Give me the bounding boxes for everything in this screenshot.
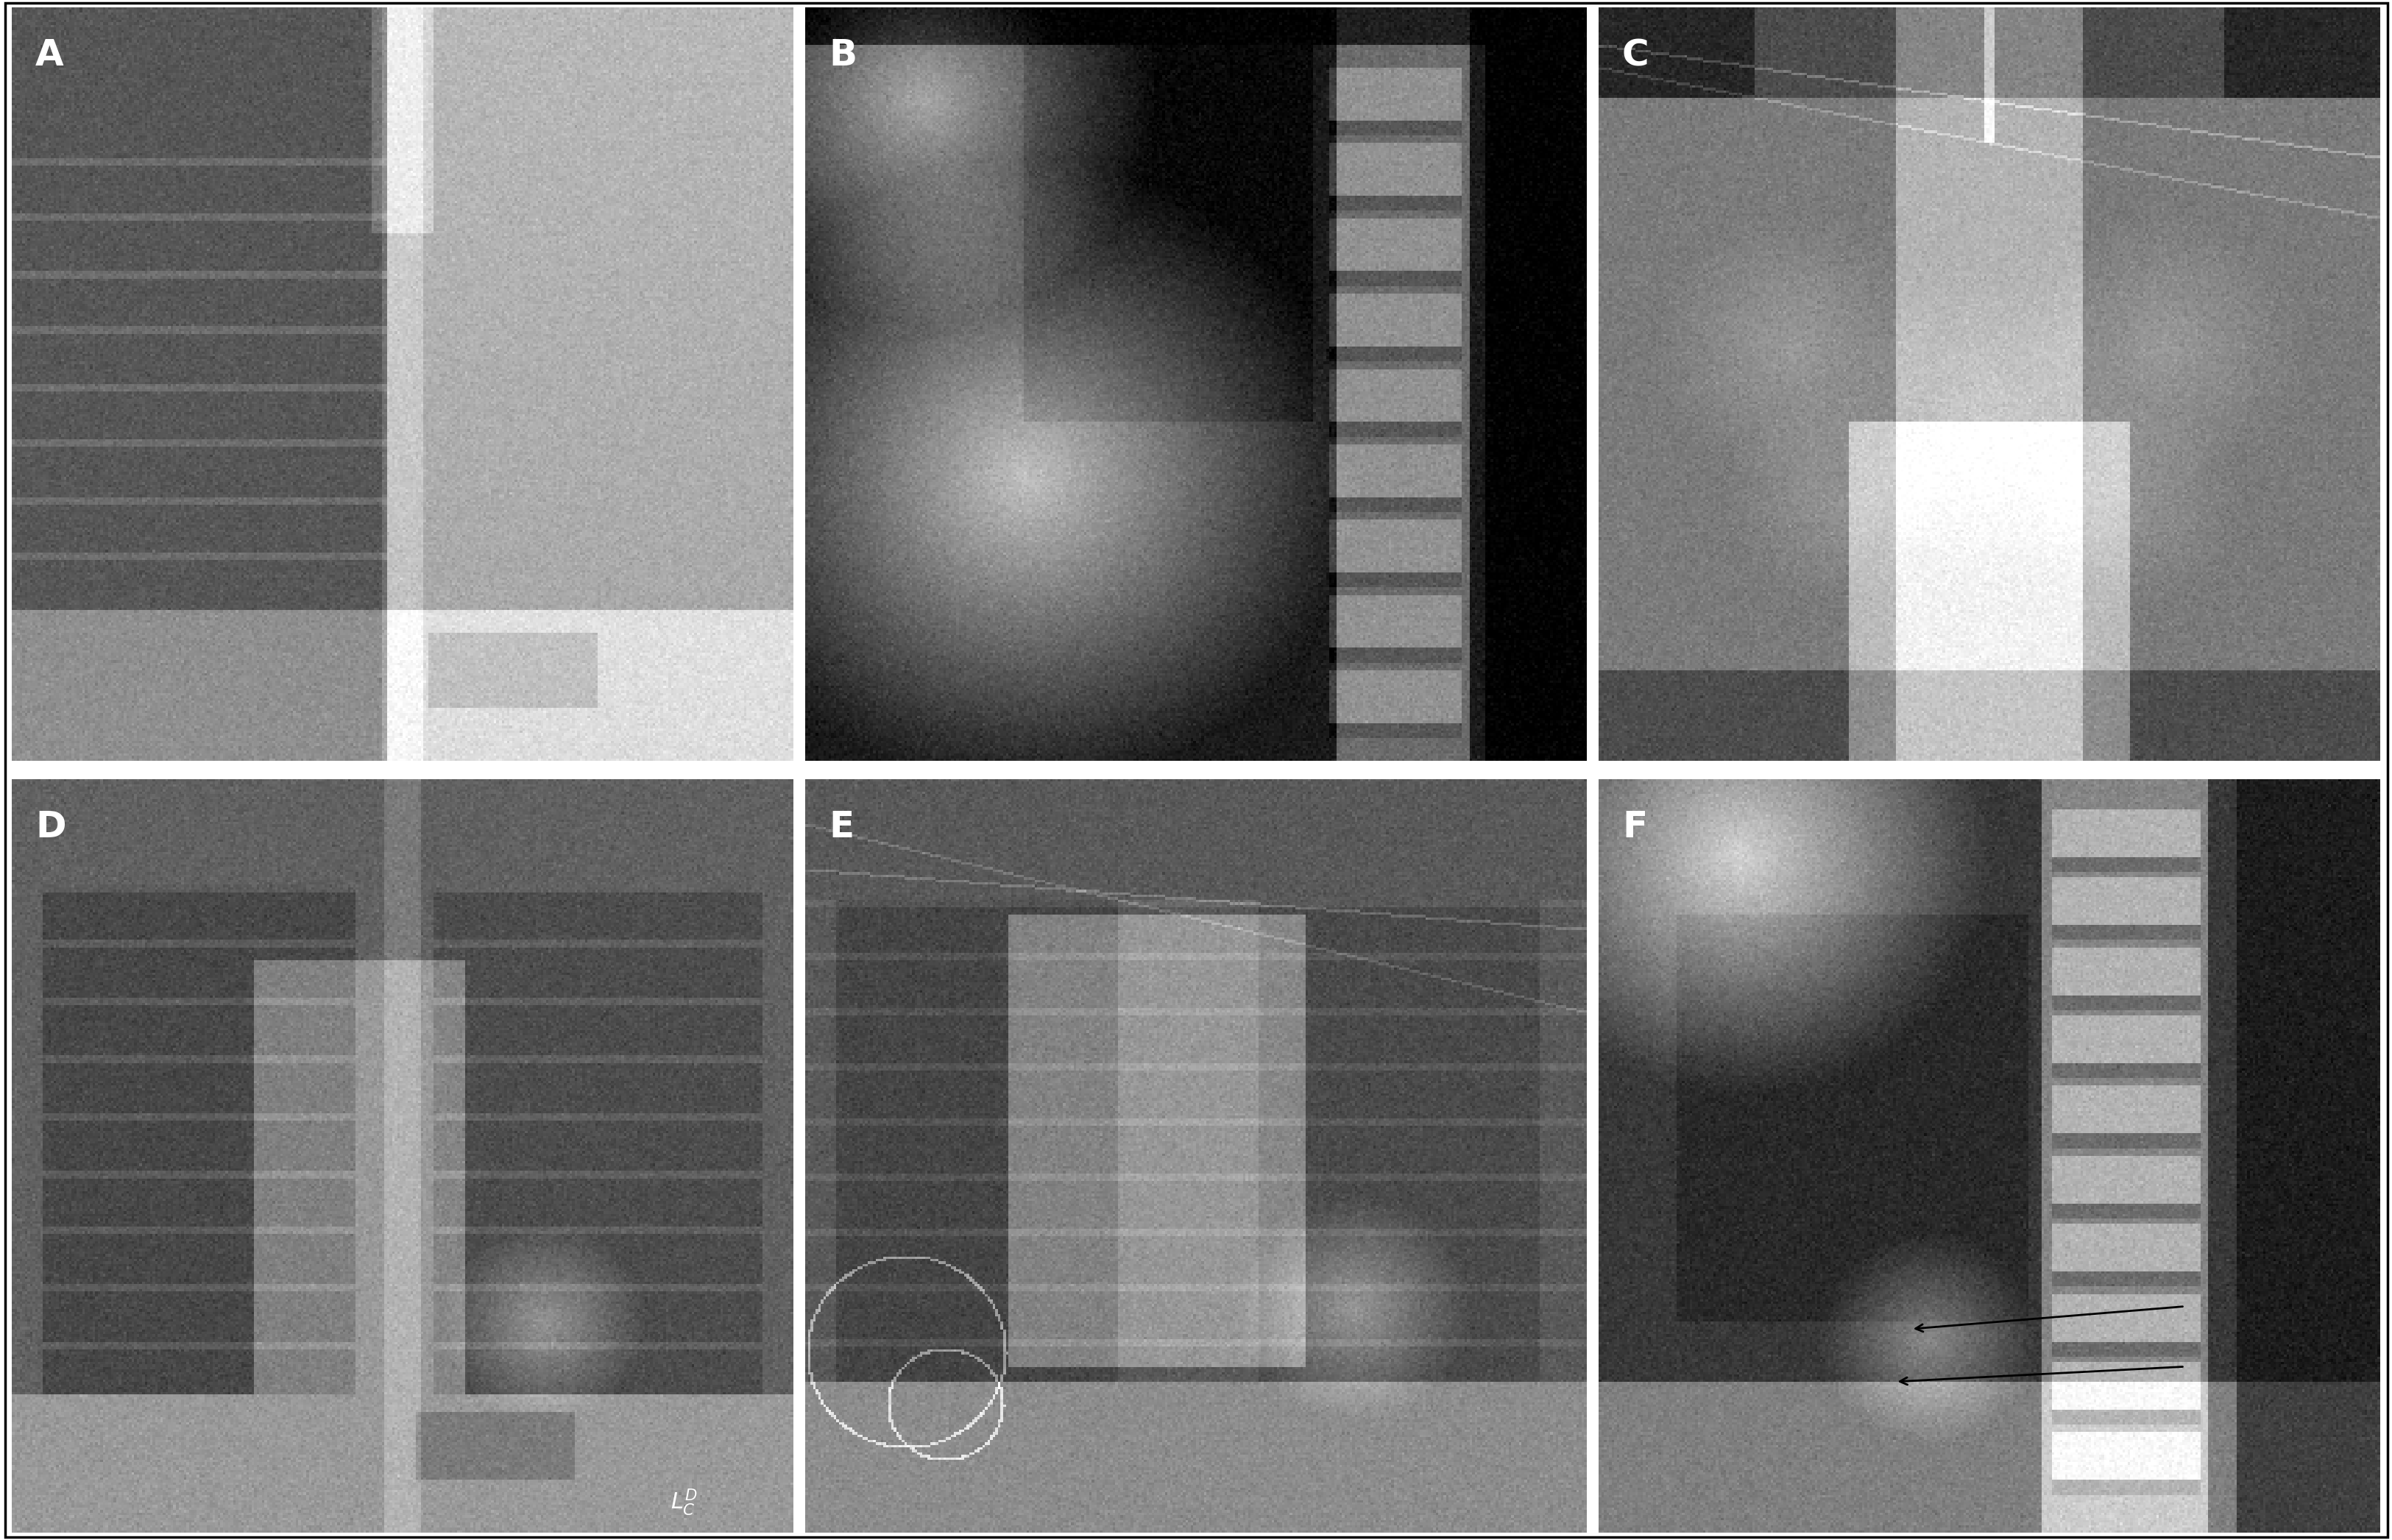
Text: F: F [1622, 810, 1648, 844]
Text: $L^D_C$: $L^D_C$ [670, 1488, 698, 1517]
Text: C: C [1622, 38, 1648, 72]
Text: A: A [36, 38, 65, 72]
Text: E: E [828, 810, 854, 844]
Text: D: D [36, 810, 67, 844]
Text: B: B [828, 38, 856, 72]
